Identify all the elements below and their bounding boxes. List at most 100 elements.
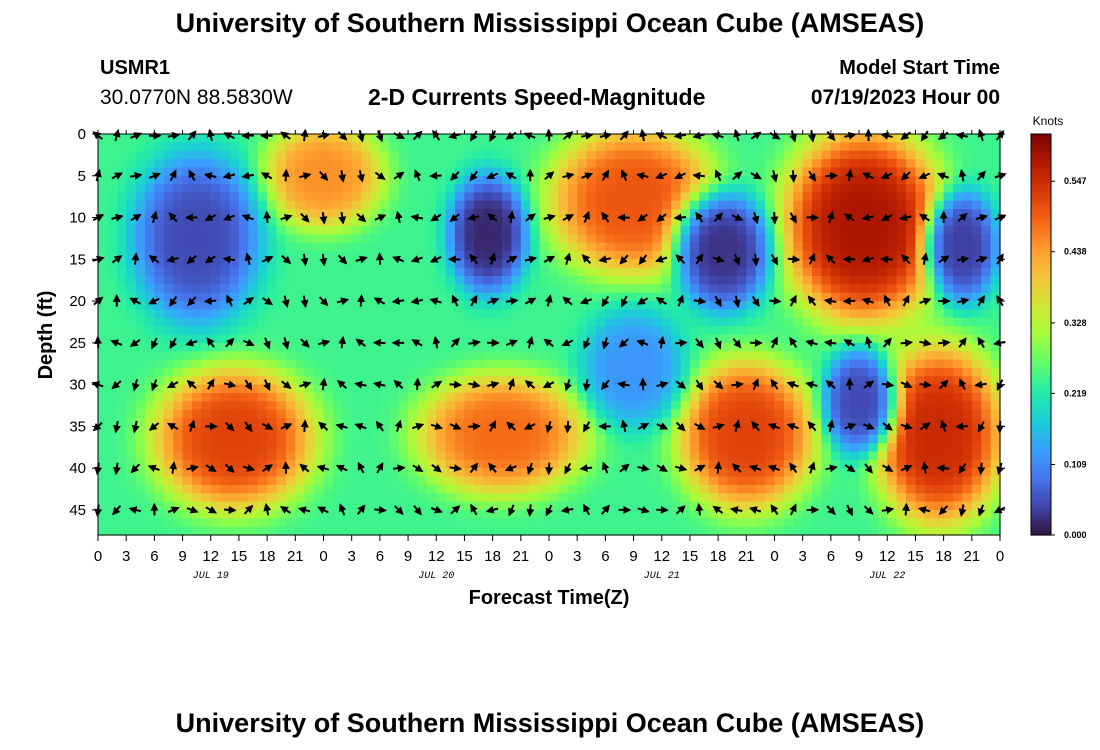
heat-cell [257,351,268,361]
heat-cell [191,367,202,377]
heat-cell [342,159,353,169]
heat-cell [191,150,202,160]
heat-cell [220,351,231,361]
heat-cell [774,367,785,377]
heat-cell [642,367,653,377]
heat-cell [793,351,804,361]
heat-cell [605,209,616,219]
heat-cell [661,459,672,469]
heat-cell [408,501,419,511]
heat-cell [755,359,766,369]
heat-cell [718,276,729,285]
heat-cell [379,167,390,177]
heat-cell [671,142,682,152]
heat-cell [821,259,832,269]
heat-cell [652,142,663,152]
heat-cell [971,250,982,260]
heat-cell [473,434,484,444]
heat-cell [765,476,776,486]
heat-cell [511,284,522,294]
heat-cell [671,426,682,436]
heat-cell [530,234,541,244]
heat-cell [802,392,813,402]
heat-cell [379,267,390,277]
heat-cell [220,259,231,269]
heat-cell [539,443,550,453]
heat-cell [877,509,888,519]
heat-cell [248,167,259,177]
heat-cell [342,234,353,244]
heat-cell [473,317,484,327]
heat-cell [107,418,118,427]
heat-cell [370,309,381,319]
heat-cell [605,359,616,369]
heat-cell [238,426,249,436]
heat-cell [398,267,409,277]
heat-cell [567,451,578,461]
heat-cell [116,451,127,461]
heat-cell [455,526,466,536]
heat-cell [267,326,278,336]
heat-cell [163,484,174,494]
heat-cell [408,342,419,352]
heat-cell [633,351,644,361]
heat-cell [135,200,146,210]
heat-cell [210,250,221,260]
heat-cell [248,234,259,244]
heat-cell [633,167,644,177]
heat-cell [370,401,381,411]
heat-cell [389,509,400,519]
heat-cell [539,367,550,377]
heat-cell [116,468,127,478]
heat-cell [332,250,343,260]
heat-cell [473,526,484,536]
heat-cell [163,443,174,453]
heat-cell [642,376,653,386]
heat-cell [765,334,776,344]
heat-cell [934,309,945,319]
heat-cell [924,468,935,478]
heat-cell [473,292,484,302]
heat-cell [755,501,766,511]
current-vector [112,128,121,142]
heat-cell [389,367,400,377]
heat-cell [539,484,550,494]
heat-cell [285,476,296,486]
heat-cell [595,501,606,511]
heat-cell [379,351,390,361]
heat-cell [840,476,851,486]
heat-cell [379,142,390,152]
heat-cell [539,209,550,219]
heat-cell [483,134,494,143]
heat-cell [107,217,118,227]
heat-cell [520,443,531,453]
heat-cell [379,367,390,377]
heat-cell [332,267,343,277]
heat-cell [586,418,597,427]
current-vector [300,128,309,142]
heat-cell [182,359,193,369]
heat-cell [981,443,992,453]
heat-cell [840,334,851,344]
heat-cell [210,468,221,478]
heat-cell [483,259,494,269]
heat-cell [661,309,672,319]
heat-cell [361,242,372,252]
heat-cell [924,518,935,528]
heat-cell [285,192,296,202]
heat-cell [849,309,860,319]
heat-cell [671,518,682,528]
heat-cell [473,250,484,260]
heat-cell [379,301,390,311]
heat-cell [267,167,278,177]
heat-cell [107,342,118,352]
heat-cell [98,184,108,194]
heat-cell [727,342,738,352]
heat-cell [351,493,362,503]
heat-cell [408,518,419,528]
heat-cell [417,392,428,402]
current-vector [432,129,441,141]
heat-cell [520,301,531,311]
heat-cell [624,326,635,336]
heat-cell [661,200,672,210]
